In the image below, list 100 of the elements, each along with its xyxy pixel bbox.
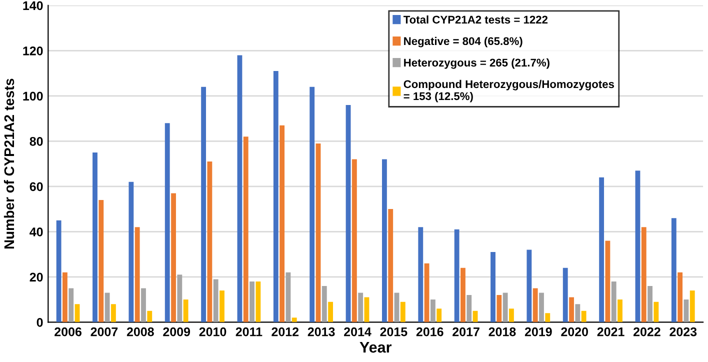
bar xyxy=(502,292,508,322)
bar xyxy=(110,304,116,322)
bar xyxy=(575,304,580,322)
y-axis-title: Number of CYP21A2 tests xyxy=(4,78,14,249)
x-tick-label: 2020 xyxy=(561,327,588,336)
bar xyxy=(460,268,466,322)
bar xyxy=(678,272,683,322)
bar xyxy=(509,308,514,322)
x-tick-label: 2019 xyxy=(524,327,552,336)
x-tick-label: 2018 xyxy=(488,327,516,336)
bar xyxy=(430,300,436,322)
bar xyxy=(352,159,357,322)
bar xyxy=(436,308,442,322)
bar xyxy=(220,290,224,322)
x-tick-label: 2011 xyxy=(236,327,262,336)
bar xyxy=(134,227,140,322)
bar xyxy=(545,313,550,322)
bar xyxy=(98,200,104,322)
y-tick-label: 0 xyxy=(36,318,43,327)
legend-label: Total CYP21A2 tests = 1222 xyxy=(403,15,548,24)
bar xyxy=(243,136,248,322)
bar xyxy=(654,302,659,322)
y-tick-label: 20 xyxy=(30,272,43,282)
bar xyxy=(322,286,327,322)
y-tick-label: 120 xyxy=(23,46,43,56)
bar xyxy=(382,159,387,322)
bar xyxy=(273,71,278,322)
y-tick-label: 100 xyxy=(23,92,43,101)
bar xyxy=(237,55,242,322)
bar xyxy=(466,295,472,322)
bar xyxy=(201,86,206,322)
y-tick-label: 140 xyxy=(23,1,43,10)
y-tick-label: 60 xyxy=(30,182,43,192)
bar xyxy=(292,318,297,322)
bar xyxy=(68,288,74,322)
bar xyxy=(104,292,110,322)
y-tick-label: 40 xyxy=(30,227,43,236)
x-tick-label: 2013 xyxy=(308,327,335,336)
bar xyxy=(256,281,261,322)
legend-label: Compound Heterozygous/Homozygotes = 153 (12.5%) xyxy=(404,80,614,102)
bar xyxy=(690,290,695,322)
bar xyxy=(581,310,586,322)
bar xyxy=(418,227,424,322)
bar xyxy=(599,177,604,322)
x-tick-label: 2015 xyxy=(380,327,408,336)
bar xyxy=(310,86,315,322)
bar xyxy=(177,274,182,322)
bar xyxy=(388,209,394,322)
bar xyxy=(316,143,321,322)
x-tick-label: 2008 xyxy=(126,327,154,336)
bar xyxy=(164,123,170,322)
x-tick-label: 2007 xyxy=(90,327,118,336)
bar xyxy=(92,152,98,322)
bar xyxy=(213,279,218,322)
bar xyxy=(171,193,176,322)
x-tick-label: 2012 xyxy=(272,327,299,336)
bar xyxy=(250,281,254,322)
bar xyxy=(618,300,622,322)
x-tick-label: 2014 xyxy=(344,327,372,336)
bar xyxy=(611,281,616,322)
legend-label: Negative = 804 (65.8%) xyxy=(404,36,522,48)
x-tick-label: 2016 xyxy=(416,327,444,336)
bar xyxy=(364,297,370,322)
x-tick-label: 2022 xyxy=(633,327,660,336)
x-axis-title: Year xyxy=(360,342,392,353)
bar xyxy=(286,272,291,322)
bar xyxy=(641,227,646,322)
x-tick-label: 2006 xyxy=(54,327,82,336)
x-tick-label: 2017 xyxy=(452,327,480,336)
bar xyxy=(147,310,152,322)
bar xyxy=(346,104,351,322)
bar xyxy=(394,292,400,322)
x-tick-label: 2009 xyxy=(163,327,190,336)
x-tick-label: 2021 xyxy=(597,327,624,336)
bar xyxy=(183,300,188,322)
bar xyxy=(562,268,568,322)
bar xyxy=(532,288,538,322)
bar xyxy=(605,240,610,322)
bar xyxy=(569,297,574,322)
bar xyxy=(424,263,430,322)
bar xyxy=(496,295,502,322)
x-tick-label: 2010 xyxy=(199,327,226,336)
bar xyxy=(328,302,334,322)
bar xyxy=(62,272,68,322)
bar xyxy=(526,250,532,322)
bar xyxy=(74,304,80,322)
bar xyxy=(56,220,62,322)
bar xyxy=(358,292,364,322)
bar xyxy=(141,288,146,322)
bar xyxy=(539,292,544,322)
legend-label: Heterozygous = 265 (21.7%) xyxy=(404,58,550,69)
bar xyxy=(671,218,676,322)
bar xyxy=(207,162,212,322)
bar xyxy=(128,182,134,322)
y-tick-label: 80 xyxy=(30,136,43,146)
bar xyxy=(400,302,406,322)
x-tick-label: 2023 xyxy=(670,327,697,336)
bar xyxy=(635,170,640,322)
bar xyxy=(490,252,496,322)
bar xyxy=(684,300,689,322)
